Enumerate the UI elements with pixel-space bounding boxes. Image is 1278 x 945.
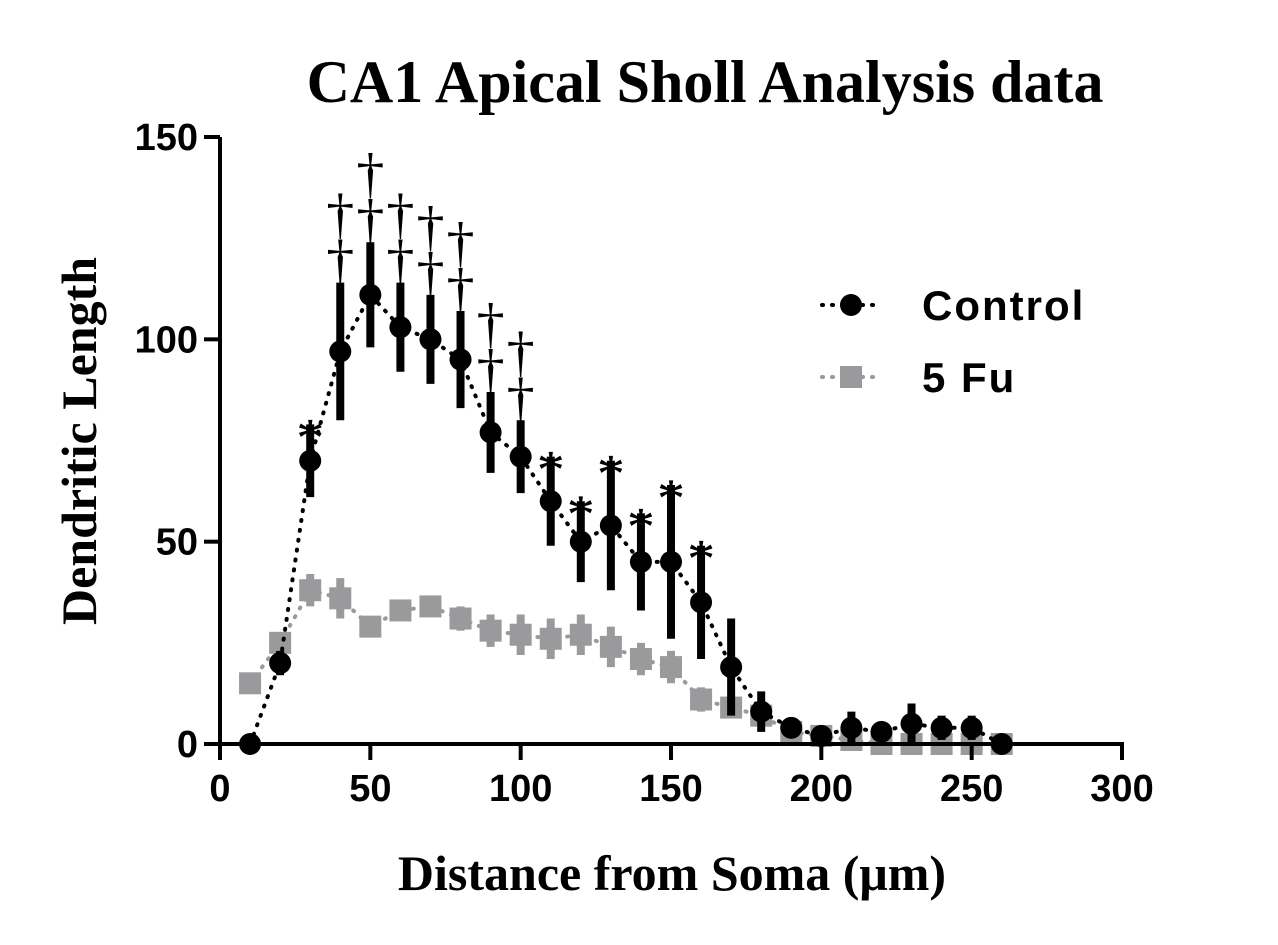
- data-point: [900, 712, 923, 735]
- x-tick-label: 0: [209, 768, 230, 810]
- legend-label: 5 Fu: [922, 354, 1016, 401]
- data-point: [569, 623, 592, 646]
- significance-marker: †: [447, 212, 475, 274]
- data-point: [329, 587, 352, 610]
- data-point: [599, 514, 622, 537]
- significance-marker: †: [477, 339, 505, 401]
- series-control: [239, 242, 1013, 755]
- data-point: [449, 348, 472, 371]
- significance-marker: †: [356, 189, 384, 251]
- data-point: [389, 599, 412, 622]
- x-tick-label: 200: [790, 768, 853, 810]
- data-point: [660, 550, 682, 573]
- significance-marker: *: [296, 407, 324, 469]
- x-tick-label: 50: [349, 768, 391, 810]
- data-point: [599, 635, 622, 658]
- significance-marker: †: [326, 184, 354, 246]
- data-point: [690, 688, 713, 711]
- chart-title: CA1 Apical Sholl Analysis data: [307, 49, 1104, 115]
- data-point: [690, 591, 713, 614]
- data-point: [479, 421, 502, 444]
- significance-markers: *†† ††††††††††††**** **: [296, 143, 715, 591]
- data-point: [299, 449, 322, 472]
- significance-marker: *: [537, 440, 565, 502]
- legend-item-5-fu: 5 Fu: [820, 354, 1016, 401]
- legend-marker: [840, 294, 862, 316]
- data-point: [299, 579, 322, 602]
- y-tick-label: 0: [177, 724, 198, 766]
- series-line-5-fu: [248, 587, 1004, 746]
- data-point: [509, 445, 532, 468]
- x-tick-label: 150: [639, 768, 702, 810]
- data-point: [479, 619, 502, 642]
- data-point: [329, 340, 352, 363]
- data-point: [269, 652, 292, 675]
- x-tick-label: 100: [489, 768, 552, 810]
- y-tick-label: 100: [135, 319, 198, 361]
- data-point: [960, 716, 983, 739]
- data-point: [660, 656, 682, 679]
- significance-marker: †: [507, 321, 535, 383]
- y-axis-label: Dendritic Length: [51, 257, 107, 625]
- data-point: [419, 595, 442, 618]
- significance-marker: †: [416, 242, 444, 304]
- data-point: [569, 530, 592, 553]
- data-point: [359, 615, 382, 638]
- significance-marker: †: [386, 184, 414, 246]
- data-point: [870, 720, 893, 743]
- data-point: [539, 490, 562, 513]
- legend-marker: [840, 366, 862, 388]
- x-tick-label: 300: [1090, 768, 1153, 810]
- legend-item-control: Control: [820, 282, 1085, 329]
- data-point: [930, 716, 953, 739]
- significance-marker: †: [416, 196, 444, 258]
- data-point: [539, 627, 562, 650]
- significance-marker: †: [477, 293, 505, 355]
- significance-marker: †: [356, 143, 384, 205]
- x-tick-label: 250: [940, 768, 1003, 810]
- data-point: [449, 607, 472, 630]
- data-point: [750, 700, 773, 723]
- data-point: [239, 672, 262, 695]
- significance-marker: *: [627, 496, 655, 558]
- data-point: [629, 550, 652, 573]
- y-tick-label: 150: [135, 117, 198, 159]
- data-point: [419, 328, 442, 351]
- data-point: [389, 316, 412, 339]
- legend: Control 5 Fu: [820, 282, 1085, 401]
- data-point: [720, 656, 743, 679]
- data-point: [810, 724, 833, 747]
- data-point: [840, 716, 863, 739]
- data-point: [269, 631, 292, 654]
- axes: 0 50 100 150 0 50 100 150 200 250 300: [135, 117, 1154, 810]
- plot-area: [239, 242, 1013, 755]
- significance-marker: *: [567, 484, 595, 546]
- significance-marker: *: [687, 529, 715, 591]
- legend-label: Control: [922, 282, 1085, 329]
- significance-marker: †: [447, 258, 475, 320]
- significance-marker: †: [326, 230, 354, 292]
- data-point: [780, 716, 803, 739]
- data-point: [509, 623, 532, 646]
- data-point: [359, 283, 382, 306]
- significance-marker: *: [597, 444, 625, 506]
- significance-marker: *: [657, 468, 685, 530]
- y-tick-label: 50: [156, 522, 198, 564]
- significance-marker: †: [507, 367, 535, 429]
- data-point: [629, 648, 652, 671]
- significance-marker: †: [386, 230, 414, 292]
- x-axis-label: Distance from Soma (μm): [398, 845, 946, 901]
- series-line-control: [248, 291, 1004, 746]
